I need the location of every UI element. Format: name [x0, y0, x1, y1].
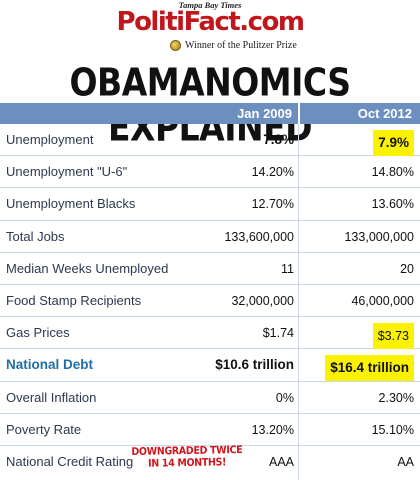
value-oct-2012-cell: $16.4 trillion [325, 349, 414, 382]
table-header: Jan 2009 Oct 2012 [0, 103, 420, 124]
medal-icon [170, 40, 181, 51]
value-oct-2012-cell: $3.73 [372, 317, 414, 350]
table-row: National Credit Rating AAA AA [0, 446, 420, 478]
value-oct-2012: 46,000,000 [351, 294, 414, 308]
column-divider [298, 124, 299, 480]
value-oct-2012: 15.10% [371, 422, 414, 437]
logo-text: PolitiFact [116, 7, 241, 37]
politifact-logo[interactable]: PolitiFact.com [110, 7, 310, 37]
value-oct-2012: 14.80% [371, 165, 414, 180]
table-row: Unemployment "U-6" 14.20% 14.80% [0, 156, 420, 189]
value-oct-2012: 20 [400, 261, 414, 276]
value-oct-2012: 13.60% [371, 197, 414, 212]
site-header: Tampa Bay Times PolitiFact.com Winner of… [0, 0, 420, 58]
row-label: National Credit Rating [6, 454, 134, 469]
value-jan-2009: AAA [268, 455, 294, 469]
row-label: Overall Inflation [6, 389, 97, 405]
column-header-jan-2009: Jan 2009 [237, 106, 292, 121]
row-label: Food Stamp Recipients [6, 293, 142, 308]
logo-domain: .com [239, 7, 305, 37]
value-jan-2009: 7.8% [263, 132, 294, 147]
row-label: Gas Prices [6, 325, 70, 341]
pulitzer-text: Winner of the Pulitzer Prize [185, 40, 297, 51]
row-label: National Debt [6, 357, 94, 373]
table-row: Unemployment 7.8% 7.9% [0, 124, 420, 157]
table-row: Food Stamp Recipients 32,000,000 46,000,… [0, 285, 420, 318]
value-oct-2012: AA [397, 455, 414, 469]
column-header-oct-2012: Oct 2012 [357, 106, 412, 121]
row-label: Unemployment Blacks [6, 196, 136, 212]
value-jan-2009: 32,000,000 [231, 294, 294, 308]
row-label: Unemployment "U-6" [6, 164, 128, 180]
value-jan-2009: $1.74 [262, 326, 294, 341]
downgrade-stamp: DOWNGRADED TWICE IN 14 MONTHS! [131, 444, 243, 470]
value-oct-2012: 7.9% [373, 130, 414, 156]
value-oct-2012: $3.73 [372, 323, 414, 350]
value-oct-2012: $16.4 trillion [325, 355, 414, 382]
row-label: Poverty Rate [6, 421, 82, 437]
stamp-line-1: DOWNGRADED TWICE [131, 444, 243, 458]
header-divider [298, 103, 300, 124]
value-jan-2009: 11 [281, 261, 294, 276]
value-oct-2012-cell: 7.9% [373, 124, 414, 156]
row-label: Median Weeks Unemployed [6, 260, 169, 276]
table-row: Total Jobs 133,600,000 133,000,000 [0, 221, 420, 253]
row-label: Total Jobs [6, 228, 65, 244]
value-jan-2009: 0% [275, 390, 294, 405]
table-row: Overall Inflation 0% 2.30% [0, 382, 420, 414]
newspaper-name: Tampa Bay Times [178, 0, 242, 10]
table-row: Gas Prices $1.74 $3.73 [0, 317, 420, 350]
stamp-line-2: IN 14 MONTHS! [147, 456, 227, 470]
value-jan-2009: 133,600,000 [224, 229, 294, 244]
value-oct-2012: 2.30% [378, 390, 414, 405]
row-label: Unemployment [6, 132, 94, 147]
value-jan-2009: 14.20% [251, 165, 294, 180]
table-row: Median Weeks Unemployed 11 20 [0, 253, 420, 285]
table-row: Poverty Rate 13.20% 15.10% [0, 414, 420, 446]
value-oct-2012: 133,000,000 [344, 229, 414, 244]
table-row: National Debt $10.6 trillion $16.4 trill… [0, 349, 420, 382]
value-jan-2009: 12.70% [251, 197, 294, 212]
value-jan-2009: 13.20% [251, 422, 294, 437]
table-row: Unemployment Blacks 12.70% 13.60% [0, 188, 420, 221]
pulitzer-note: Winner of the Pulitzer Prize [170, 40, 340, 51]
value-jan-2009: $10.6 trillion [215, 357, 294, 373]
